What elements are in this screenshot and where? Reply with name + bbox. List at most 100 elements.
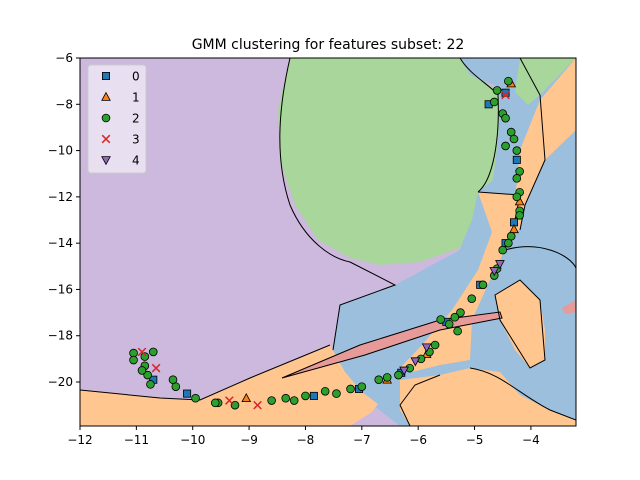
data-point <box>444 319 454 329</box>
data-point <box>489 97 499 107</box>
y-tick-label: −14 <box>48 236 73 250</box>
data-point <box>512 146 522 155</box>
data-point <box>467 294 477 304</box>
legend: 0 1 2 3 4 <box>87 64 147 174</box>
data-point <box>512 174 522 183</box>
data-point <box>382 373 392 382</box>
data-point <box>146 380 155 389</box>
data-point <box>492 86 502 95</box>
legend-marker <box>101 113 111 123</box>
series-3 <box>137 90 510 410</box>
y-tick-label: −18 <box>48 329 73 343</box>
data-point <box>129 355 138 365</box>
data-point <box>421 343 432 353</box>
data-point <box>501 90 510 100</box>
region-orange-lower-right <box>495 280 545 368</box>
y-tick-label: −8 <box>55 97 73 111</box>
region-red-sliver-right <box>562 300 576 314</box>
data-point <box>140 352 150 361</box>
legend-marker <box>101 91 111 101</box>
data-point <box>168 375 178 385</box>
data-point <box>430 340 440 350</box>
x-tick-label: −5 <box>466 433 484 447</box>
data-point <box>183 389 192 398</box>
x-tick-label: −6 <box>409 433 427 447</box>
data-point <box>346 384 355 394</box>
data-point <box>489 267 500 277</box>
data-point <box>498 245 508 255</box>
chart-title: GMM clustering for features subset: 22 <box>192 37 465 53</box>
data-points <box>129 76 525 410</box>
data-point <box>410 357 421 367</box>
legend-label: 1 <box>132 91 140 105</box>
region-orange-mid <box>400 192 520 372</box>
data-point <box>450 312 460 322</box>
y-tick-label: −12 <box>48 190 73 204</box>
data-point <box>512 192 522 202</box>
data-point <box>151 363 161 373</box>
legend-entry-1: 1 <box>101 91 140 105</box>
legend-entry-4: 4 <box>101 154 140 168</box>
region-green-top-right <box>515 58 576 105</box>
plot-frame <box>79 57 577 427</box>
data-point <box>509 224 519 234</box>
x-tick-label: −11 <box>124 433 149 447</box>
data-point <box>137 366 147 375</box>
region-orange-right-strip <box>513 58 576 232</box>
x-tick-label: −9 <box>240 433 258 447</box>
x-tick-label: −7 <box>353 433 371 447</box>
y-tick-label: −10 <box>48 144 73 158</box>
region-green <box>278 58 500 265</box>
series-4 <box>399 260 505 376</box>
data-point <box>148 347 158 357</box>
legend-entry-0: 0 <box>102 70 140 84</box>
legend-entry-2: 2 <box>101 112 140 126</box>
data-point <box>309 391 318 400</box>
x-tick-label: −12 <box>67 433 92 447</box>
data-point <box>253 400 262 410</box>
legend-label: 4 <box>132 154 140 168</box>
data-point <box>301 391 310 401</box>
legend-entry-3: 3 <box>101 133 140 147</box>
data-point <box>289 396 299 405</box>
y-tick-label: −6 <box>55 51 73 65</box>
x-tick-label: −8 <box>297 433 315 447</box>
data-point <box>456 308 465 317</box>
legend-label: 0 <box>132 70 140 84</box>
data-point <box>225 396 234 405</box>
data-point <box>320 386 330 396</box>
legend-marker <box>102 72 111 81</box>
data-point <box>210 398 220 408</box>
series-2 <box>129 76 524 410</box>
data-point <box>501 141 510 151</box>
data-point <box>501 113 510 123</box>
x-axis: −12 −11 −10 −9 −8 −7 −6 −5 −4 <box>67 426 540 447</box>
legend-box <box>87 64 147 174</box>
data-point <box>137 347 147 357</box>
data-point <box>515 211 524 220</box>
data-point <box>399 366 409 376</box>
data-point <box>267 396 276 405</box>
data-point <box>501 88 510 97</box>
region-orange-bottom-right <box>400 368 576 426</box>
legend-marker <box>101 134 111 144</box>
legend-label: 2 <box>132 112 140 126</box>
y-tick-label: −20 <box>48 375 73 389</box>
data-point <box>191 393 200 403</box>
data-point <box>143 370 152 380</box>
legend-marker <box>101 156 111 166</box>
data-point <box>512 155 521 164</box>
y-axis: −6 −8 −10 −12 −14 −16 −18 −20 <box>48 51 80 389</box>
data-point <box>436 315 446 324</box>
legend-label: 3 <box>132 133 140 147</box>
region-blue-top <box>455 58 520 86</box>
data-point <box>453 326 462 336</box>
x-tick-label: −10 <box>180 433 205 447</box>
data-point <box>504 76 513 86</box>
data-point <box>509 134 519 144</box>
data-point <box>394 370 403 380</box>
y-tick-label: −16 <box>48 282 73 296</box>
data-point <box>357 382 367 391</box>
data-point <box>478 280 488 290</box>
